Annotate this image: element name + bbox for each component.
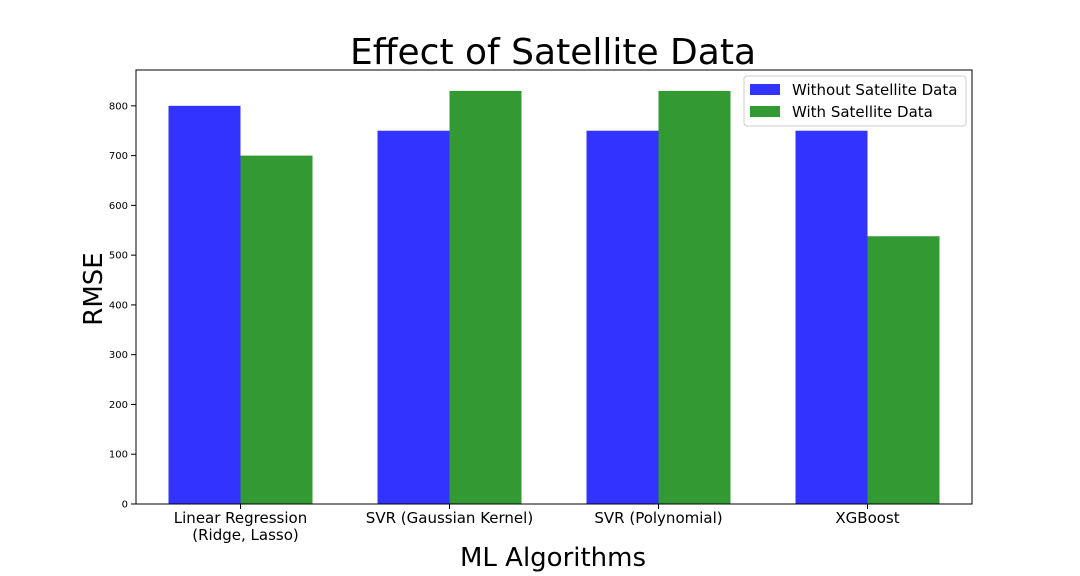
bar [168, 105, 241, 504]
plot-area: Linear Regression (Ridge, Lasso) SVR (Gaus… [109, 69, 973, 544]
y-tick-label: 800 [109, 101, 128, 112]
y-tick-label: 0 [122, 500, 128, 511]
bar [240, 155, 313, 504]
axes-frame [135, 69, 973, 505]
legend-box [743, 75, 967, 127]
bar [867, 236, 940, 504]
y-tick-label: 600 [109, 201, 128, 212]
x-tick-label: SVR (Polynomial) [594, 509, 722, 527]
x-tick-label: Linear Regression (Ridge, Lasso) [174, 509, 307, 544]
y-axis-label: RMSE [79, 252, 109, 325]
chart-title: Effect of Satellite Data [350, 32, 756, 73]
legend: Without Satellite Data With Satellite Dat… [743, 75, 967, 127]
x-tick-label-line: Linear Regression [174, 509, 307, 527]
x-tick-label-line: SVR (Gaussian Kernel) [366, 509, 533, 527]
legend-swatch [750, 106, 780, 117]
bar [449, 90, 522, 504]
x-tick-label-line: SVR (Polynomial) [594, 509, 722, 527]
y-tick-label: 100 [109, 450, 128, 461]
y-tick-label: 500 [109, 251, 128, 262]
y-tick-label: 700 [109, 151, 128, 162]
bar [658, 90, 731, 504]
legend-label: Without Satellite Data [792, 81, 957, 99]
legend-label: With Satellite Data [792, 103, 933, 121]
bar [377, 130, 450, 504]
x-tick-label-line: (Ridge, Lasso) [192, 526, 298, 544]
y-tick-label: 400 [109, 300, 128, 311]
x-tick-label: SVR (Gaussian Kernel) [366, 509, 533, 527]
y-tick-label: 300 [109, 350, 128, 361]
y-tick-label: 200 [109, 400, 128, 411]
bar [586, 130, 659, 504]
legend-swatch [750, 84, 780, 95]
x-tick-label: XGBoost [835, 509, 899, 527]
bar [795, 130, 868, 504]
x-tick-label-line: XGBoost [835, 509, 899, 527]
x-axis-label: ML Algorithms [460, 543, 646, 573]
